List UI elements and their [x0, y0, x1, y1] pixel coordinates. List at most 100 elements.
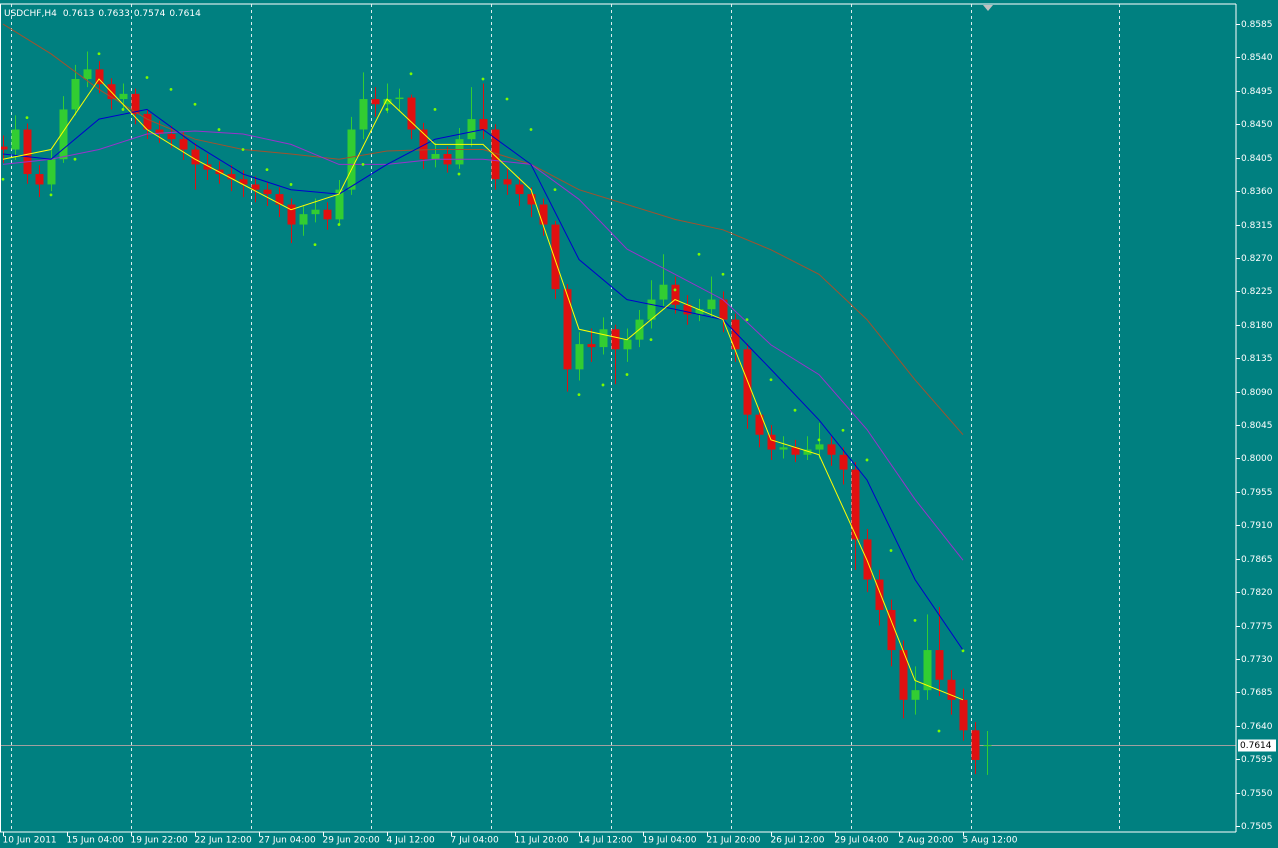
sar-dot [505, 97, 509, 101]
candle-body [143, 113, 152, 130]
candle-body [815, 444, 824, 450]
y-tick-label: 0.7820 [1241, 588, 1273, 598]
candle-body [755, 414, 764, 435]
candle-body [263, 189, 272, 195]
sar-dot [865, 458, 869, 462]
candle-body [455, 139, 464, 165]
candle-body [479, 119, 488, 130]
sar-dot [889, 549, 893, 552]
y-tick-label: 0.7595 [1241, 755, 1273, 765]
sar-dot [313, 243, 317, 247]
sar-dot [481, 77, 485, 81]
candle-body [719, 299, 728, 320]
y-tick-label: 0.8045 [1241, 421, 1273, 431]
sar-dot [961, 649, 965, 653]
candle-body [923, 650, 932, 691]
sar-dot [73, 157, 77, 161]
sar-dot [49, 193, 53, 197]
candle-body [983, 745, 992, 747]
candle-body [23, 129, 32, 175]
sar-dot [721, 272, 725, 276]
candle-body [695, 309, 704, 315]
candle-body [707, 299, 716, 310]
sar-dot [817, 438, 821, 442]
candle-body [191, 149, 200, 165]
symbol: USDCHF,H4 [4, 9, 57, 19]
y-tick-label: 0.7955 [1241, 488, 1273, 498]
candle-body [899, 650, 908, 700]
last-price-tag: 0.7614 [1238, 739, 1276, 752]
sar-dot [265, 168, 269, 172]
candle-body [671, 284, 680, 305]
candle-body [839, 454, 848, 470]
y-tick-label: 0.8540 [1241, 53, 1273, 63]
candle-body [935, 650, 944, 680]
x-tick-label: 5 Aug 12:00 [963, 836, 1018, 846]
candle-body [0, 146, 8, 150]
candle-body [11, 129, 20, 150]
y-tick-label: 0.8360 [1241, 187, 1273, 197]
candle-body [851, 469, 860, 540]
y-tick-label: 0.8225 [1241, 287, 1273, 297]
sar-dot [601, 383, 605, 387]
candle-body [887, 609, 896, 651]
y-tick-label: 0.7685 [1241, 688, 1273, 698]
y-tick-label: 0.8495 [1241, 87, 1273, 97]
candle-body [155, 129, 164, 134]
candle-body [767, 434, 776, 450]
y-tick-label: 0.7910 [1241, 521, 1273, 531]
y-tick-label: 0.8270 [1241, 254, 1273, 264]
candle-body [323, 209, 332, 220]
sar-dot [25, 116, 29, 120]
candle-body [227, 174, 236, 180]
candle-body [503, 179, 512, 185]
candle-body [779, 447, 788, 450]
candle-body [551, 224, 560, 290]
candle-body [599, 329, 608, 348]
candle-body [275, 194, 284, 205]
x-tick-label: 2 Aug 20:00 [899, 836, 954, 846]
x-tick-label: 22 Jun 12:00 [195, 836, 252, 846]
candle-body [827, 444, 836, 455]
candle-body [179, 139, 188, 150]
candle-body [119, 93, 128, 100]
y-tick-label: 0.8180 [1241, 321, 1273, 331]
x-tick-label: 11 Jul 20:00 [515, 836, 569, 846]
moving-average [2, 130, 964, 561]
candle-body [515, 184, 524, 195]
x-tick-label: 21 Jul 20:00 [707, 836, 761, 846]
sar-dot [361, 163, 365, 166]
candle-body [623, 339, 632, 350]
y-tick-label: 0.8450 [1241, 120, 1273, 130]
candle-body [95, 69, 104, 85]
sar-dot [385, 108, 389, 111]
x-tick-label: 19 Jul 04:00 [643, 836, 697, 846]
sar-dot [577, 393, 581, 397]
header-close: 0.7614 [169, 9, 201, 19]
x-tick-label: 26 Jul 12:00 [771, 836, 825, 846]
x-tick-label: 14 Jul 12:00 [579, 836, 633, 846]
shift-marker [983, 5, 993, 11]
candle-body [167, 133, 176, 140]
header-high: 0.7633 [98, 9, 130, 19]
y-tick-label: 0.7865 [1241, 555, 1273, 565]
candle-body [71, 79, 80, 110]
candle-body [407, 97, 416, 130]
candle-body [491, 129, 500, 180]
candle-body [971, 730, 980, 760]
header-low: 0.7574 [134, 9, 166, 19]
x-tick-label: 19 Jun 22:00 [131, 836, 188, 846]
y-tick-label: 0.7505 [1241, 822, 1273, 832]
sar-dot [625, 373, 629, 376]
y-tick-label: 0.8585 [1241, 20, 1273, 30]
x-tick-label: 15 Jun 04:00 [67, 836, 124, 846]
x-tick-label: 10 Jun 2011 [3, 836, 57, 846]
candle-body [287, 204, 296, 225]
candle-body [587, 344, 596, 348]
candle-body [947, 679, 956, 700]
sar-dot [913, 618, 917, 622]
moving-average [2, 108, 964, 651]
